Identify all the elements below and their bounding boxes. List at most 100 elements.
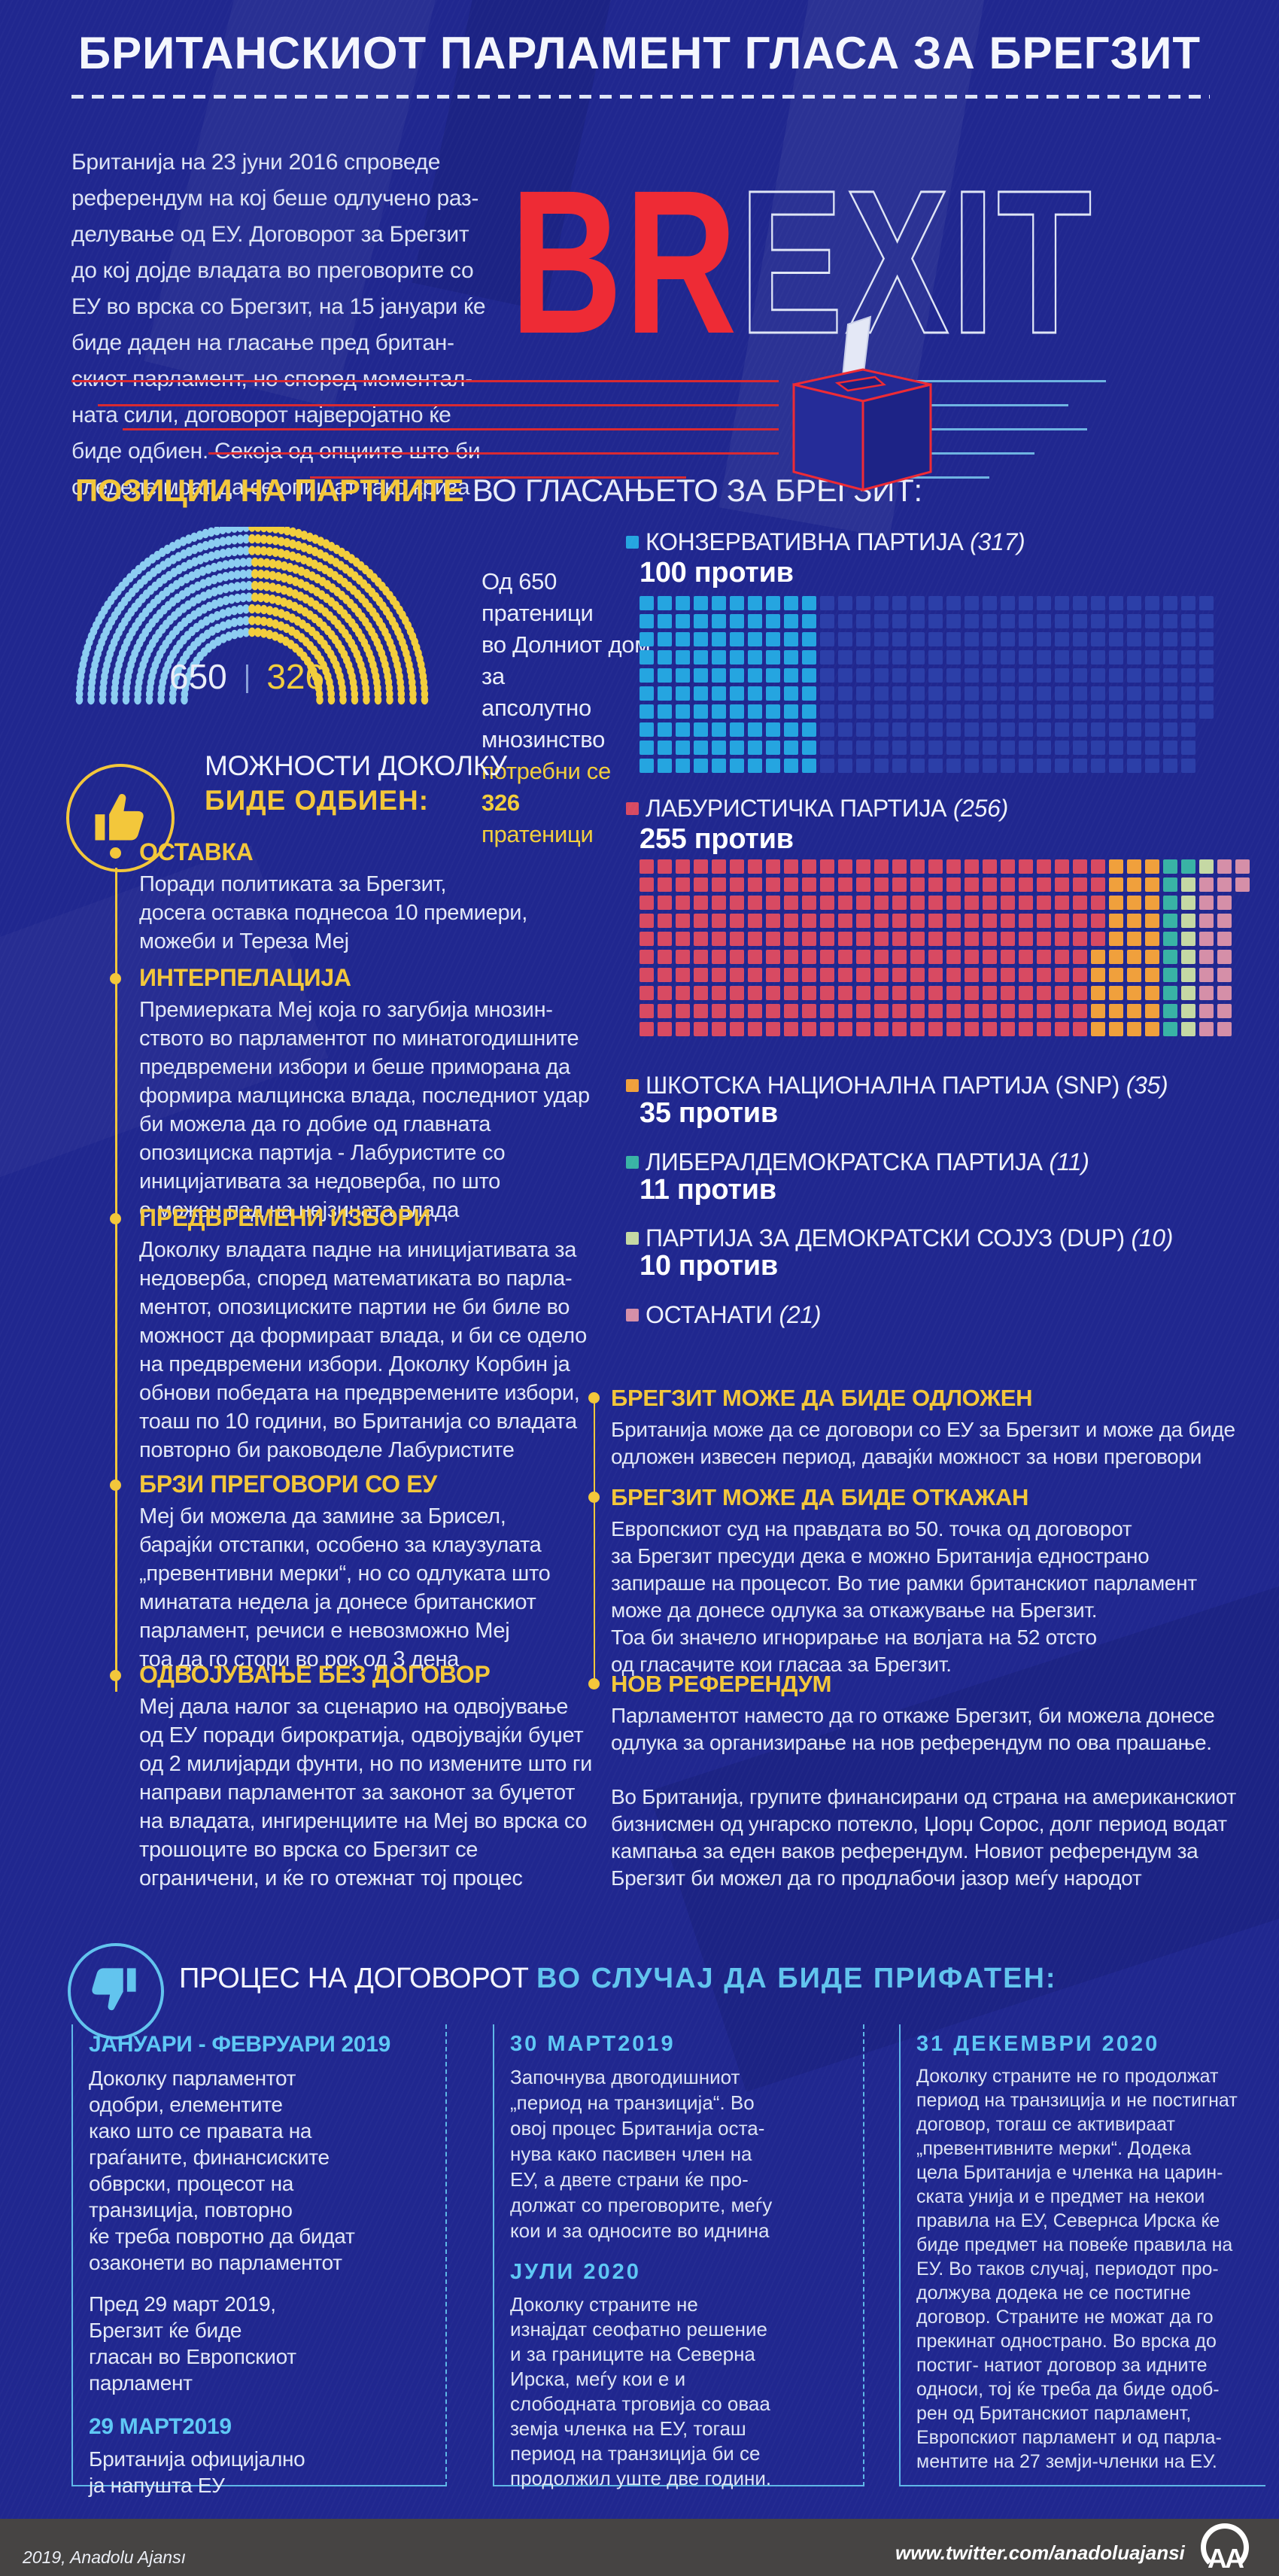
party-seats: (35): [1126, 1072, 1168, 1099]
waffle-cell: [838, 650, 852, 665]
option-body-4: Меј би можела да замине за Брисел, барај…: [139, 1504, 551, 1671]
against-libdem: 11 против: [640, 1174, 776, 1206]
waffle-cell: [802, 686, 816, 701]
process-col1-heading1: ЈАНУАРИ - ФЕВРУАРИ 2019: [89, 2032, 391, 2057]
waffle-cell: [928, 596, 943, 610]
waffle-cell: [1145, 632, 1159, 646]
waffle-cell: [892, 722, 907, 737]
waffle-cell: [1091, 932, 1105, 946]
waffle-cell: [802, 932, 816, 946]
waffle-cell: [965, 950, 979, 964]
waffle-cell: [910, 650, 925, 665]
waffle-cell: [1181, 650, 1195, 665]
waffle-cell: [910, 896, 925, 910]
waffle-cell: [748, 704, 762, 719]
outcome-title-3: НОВ РЕФЕРЕНДУМ: [611, 1671, 832, 1697]
waffle-cell: [1109, 596, 1123, 610]
waffle-cell: [892, 759, 907, 773]
waffle-cell: [856, 1004, 870, 1018]
waffle-cell: [1037, 650, 1051, 665]
waffle-cell: [1145, 896, 1159, 910]
waffle-cell: [1001, 1022, 1015, 1036]
waffle-cell: [730, 950, 744, 964]
waffle-cell: [856, 668, 870, 683]
waffle-cell: [658, 759, 672, 773]
waffle-cell: [712, 914, 726, 928]
process-col2-heading1: 30 МАРТ2019: [510, 2032, 676, 2056]
waffle-cell: [1199, 686, 1214, 701]
waffle-cell: [730, 877, 744, 892]
waffle-cell: [856, 1022, 870, 1036]
waffle-cell: [1019, 614, 1033, 628]
options-heading: МОЖНОСТИ ДОКОЛКУ БИДЕ ОДБИЕН:: [205, 749, 507, 818]
waffle-cell: [1181, 968, 1195, 982]
waffle-cell: [784, 986, 798, 1000]
timeline-dot: [110, 973, 121, 984]
waffle-cell: [856, 914, 870, 928]
footer-twitter-link[interactable]: www.twitter.com/anadoluajansi: [895, 2541, 1185, 2564]
party-seats: (317): [970, 528, 1025, 555]
waffle-cell: [1055, 932, 1069, 946]
waffle-cell: [784, 759, 798, 773]
waffle-cell: [946, 950, 961, 964]
waffle-cell: [676, 950, 690, 964]
waffle-cell: [1019, 896, 1033, 910]
waffle-cell: [1127, 914, 1141, 928]
waffle-cell: [784, 932, 798, 946]
waffle-cell: [983, 896, 997, 910]
waffle-cell: [1091, 986, 1105, 1000]
waffle-cell: [1181, 614, 1195, 628]
waffle-cell: [730, 1004, 744, 1018]
waffle-cell: [838, 632, 852, 646]
waffle-cell: [1217, 986, 1232, 1000]
waffle-cell: [965, 1022, 979, 1036]
waffle-cell: [892, 704, 907, 719]
waffle-cell: [730, 722, 744, 737]
waffle-cell: [820, 722, 834, 737]
waffle-cell: [1019, 968, 1033, 982]
waffle-cell: [1055, 896, 1069, 910]
waffle-cell: [892, 859, 907, 874]
waffle-cell: [856, 722, 870, 737]
waffle-cell: [1163, 632, 1177, 646]
waffle-cell: [1001, 914, 1015, 928]
waffle-cell: [946, 986, 961, 1000]
waffle-cell: [1163, 986, 1177, 1000]
option-title-3: ПРЕДВРЕМЕНИ ИЗБОРИ: [139, 1204, 431, 1231]
waffle-cell: [1073, 1022, 1087, 1036]
waffle-cell: [1091, 704, 1105, 719]
waffle-cell: [1019, 1004, 1033, 1018]
waffle-cell: [910, 741, 925, 755]
waffle-cell: [856, 877, 870, 892]
waffle-cell: [640, 686, 654, 701]
waffle-cell: [1199, 896, 1214, 910]
waffle-cell: [730, 650, 744, 665]
waffle-cell: [874, 896, 889, 910]
waffle-cell: [748, 741, 762, 755]
waffle-cell: [1019, 632, 1033, 646]
waffle-cell: [1001, 877, 1015, 892]
waffle-cell: [856, 632, 870, 646]
waffle-cell: [1001, 859, 1015, 874]
waffle-cell: [712, 668, 726, 683]
waffle-cell: [928, 741, 943, 755]
intro-paragraph: Британија на 23 јуни 2016 спроведе рефер…: [71, 150, 486, 500]
waffle-cell: [1199, 877, 1214, 892]
waffle-cell: [1199, 859, 1214, 874]
waffle-cell: [658, 896, 672, 910]
waffle-cell: [983, 932, 997, 946]
waffle-cell: [712, 759, 726, 773]
waffle-cell: [1055, 877, 1069, 892]
waffle-cell: [730, 896, 744, 910]
waffle-cell: [820, 968, 834, 982]
waffle-cell: [640, 632, 654, 646]
waffle-cell: [856, 614, 870, 628]
waffle-cell: [1163, 1004, 1177, 1018]
waffle-cell: [983, 668, 997, 683]
waffle-cell: [658, 1004, 672, 1018]
waffle-cell: [694, 986, 708, 1000]
waffle-cell: [946, 968, 961, 982]
waffle-cell: [856, 859, 870, 874]
decor-line-blue: [826, 404, 1068, 406]
waffle-cell: [856, 896, 870, 910]
